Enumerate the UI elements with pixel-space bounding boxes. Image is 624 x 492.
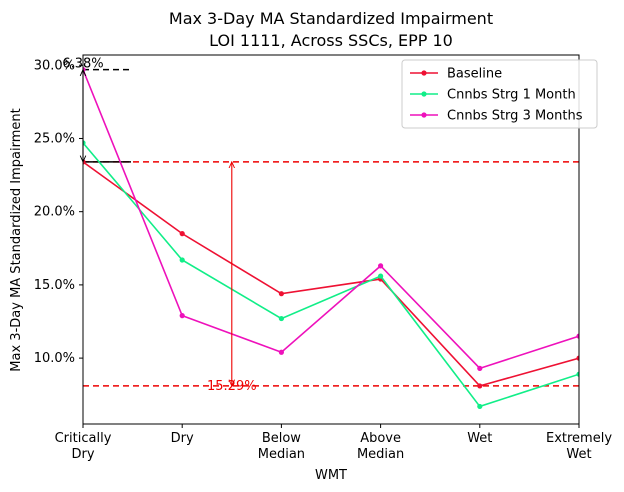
y-tick-label: 25.0% [34,131,75,146]
series-line [83,69,579,370]
y-tick-label: 20.0% [34,205,75,220]
legend-marker [421,91,427,97]
data-point [378,263,384,269]
data-point [576,371,579,377]
data-point [477,403,483,410]
legend-label: Cnnbs Strg 3 Months [447,109,583,124]
data-point [278,291,284,297]
data-point [477,365,483,371]
chart-subtitle: LOI 1111, Across SSCs, EPP 10 [209,31,453,50]
plot-frame [82,54,580,425]
data-point [576,355,579,361]
data-point [477,383,483,389]
legend-label: Baseline [447,67,502,82]
range-arrow-label: 15.29% [207,379,257,394]
legend-box [401,59,598,129]
data-point [179,231,185,237]
x-tick-label: Critically Dry [55,431,112,462]
x-tick-label: Above Median [357,431,404,462]
x-tick-label: Dry [171,431,194,446]
data-point [278,349,284,355]
data-point [278,315,284,322]
chart-title: Max 3-Day MA Standardized Impairment [169,9,493,28]
y-tick-label: 30.0% [34,58,75,73]
x-tick-label: Below Median [258,431,305,462]
plot-area: 10.0% 15.0% 20.0% 25.0% 30.0% Critically Dry Dr… [34,54,612,462]
legend-label: Cnnbs Strg 1 Month [447,88,576,103]
y-tick-label: 10.0% [34,351,75,366]
series-line [83,161,579,387]
series-group [83,67,579,410]
legend-marker [421,112,427,118]
x-tick-label: Extremely Wet [546,431,612,462]
legend-marker [421,70,427,76]
data-point [378,273,384,279]
x-axis-label: WMT [315,468,347,483]
data-point [576,333,579,339]
x-tick-label: Wet [467,431,492,446]
y-axis-label: Max 3-Day MA Standardized Impairment [9,108,24,371]
data-point [179,257,185,263]
series-line [83,142,579,408]
data-point [179,313,185,319]
y-tick-label: 15.0% [34,278,75,293]
legend: Baseline Cnnbs Strg 1 Month Cnnbs Strg 3 M… [401,59,598,129]
